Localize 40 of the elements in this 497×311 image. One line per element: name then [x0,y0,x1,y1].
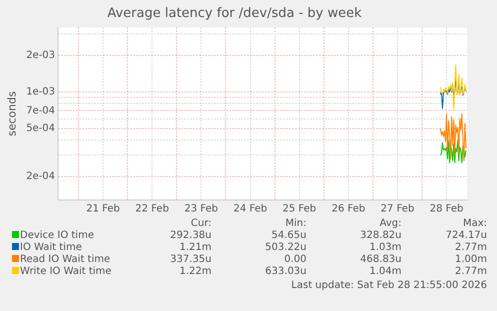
text: 0.00 [283,254,306,266]
text: 503.22u [264,242,306,254]
x-tick-label: 21 Feb [86,204,120,215]
y-tick-label: 5e-04 [26,122,56,134]
x-tick-label: 25 Feb [282,204,316,215]
text: Last update: Sat Feb 28 21:55:00 2026 [291,280,487,291]
x-tick-label: 23 Feb [184,204,218,215]
chart-title: Average latency for /dev/sda - by week [107,6,362,22]
y-tick-label: 7e-04 [26,105,56,116]
text: 468.83u [359,254,402,266]
text: 292.38u [169,230,212,242]
y-axis-title: seconds [5,91,18,136]
text: 2.77m [454,266,487,278]
y-tick-label: 2e-04 [26,171,56,182]
text: 1.21m [178,242,212,254]
text: 1.22m [178,266,212,278]
text: 1.04m [368,266,402,278]
text: 337.35u [169,254,212,266]
legend-label: Read IO Wait time [19,254,112,266]
legend-label: Device IO time [19,230,95,242]
x-tick-label: 28 Feb [430,204,464,215]
text: 54.65u [270,230,306,242]
text: 2.77m [454,242,487,254]
legend-label: IO Wait time [19,242,83,254]
text: Avg: [378,218,402,230]
text: Min: [284,218,306,230]
x-tick-label: 24 Feb [233,204,268,215]
y-tick-label: 1e-03 [26,86,56,98]
text: 328.82u [359,230,402,242]
text: 1.03m [368,242,402,254]
y-tick-label: 2e-03 [26,50,56,62]
text: Max: [462,218,487,230]
x-tick-label: 26 Feb [332,204,366,215]
x-tick-label: 22 Feb [135,204,169,215]
text: 724.17u [444,230,487,242]
text: Cur: [190,218,212,230]
text: 1.00m [454,254,487,266]
x-tick-label: 27 Feb [380,204,414,215]
legend-label: Write IO Wait time [19,266,112,278]
text: 633.03u [264,266,306,278]
